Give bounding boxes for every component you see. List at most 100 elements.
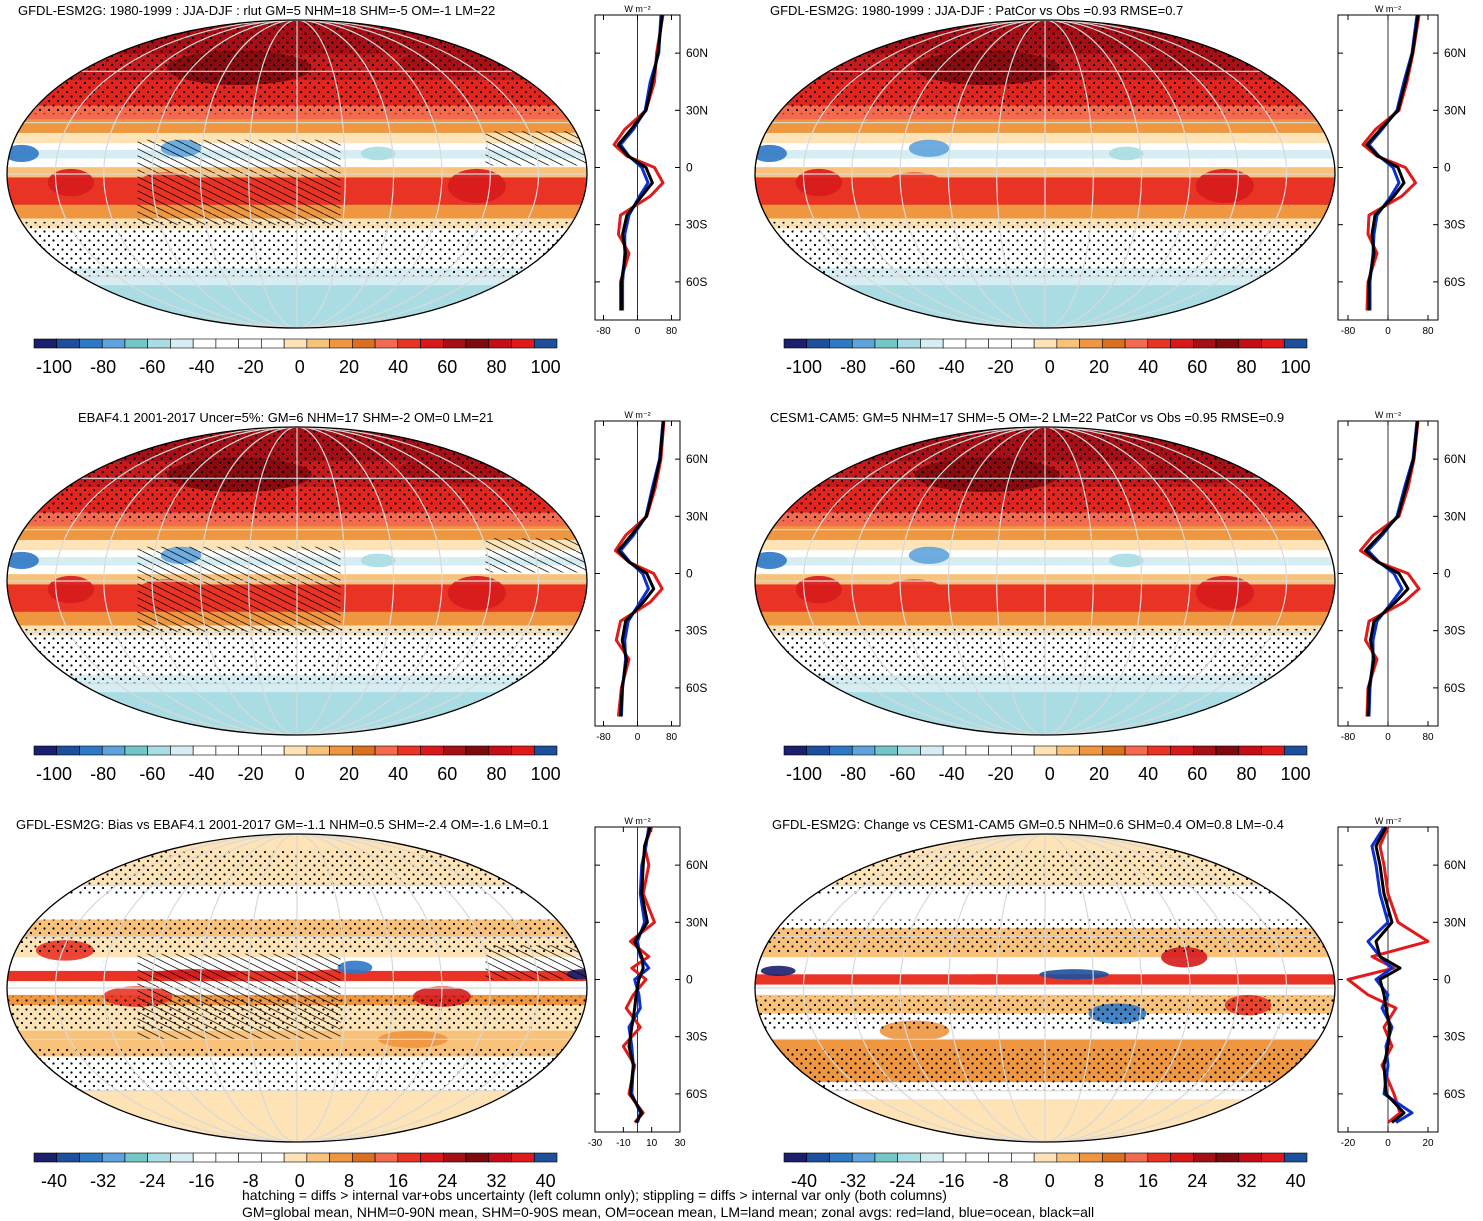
meridian-line — [1044, 427, 1094, 735]
color-blob — [929, 974, 1045, 985]
meridian-line — [899, 427, 1046, 735]
colorbar-label: -80 — [90, 357, 116, 377]
zonal-line-all — [616, 14, 664, 311]
colorbar-swatch — [1124, 745, 1149, 756]
colorbar-swatch — [1056, 745, 1080, 756]
colorbar-swatch — [965, 745, 989, 756]
colorbar-swatch — [397, 338, 421, 349]
hatching — [485, 131, 587, 166]
hatching — [485, 945, 587, 980]
colorbar-label: 100 — [531, 357, 561, 377]
x-tick-label: 80 — [666, 732, 678, 743]
x-tick-label: -80 — [596, 732, 611, 743]
footer-line-1: hatching = diffs > internal var+obs unce… — [242, 1187, 947, 1203]
colorbar-label: 80 — [486, 357, 506, 377]
colorbar-label: 60 — [437, 764, 457, 784]
colorbar-swatch — [215, 338, 239, 349]
zonal-plot-1: W m⁻² 60N 30N 0 30S 60S -80 0 80 — [594, 4, 708, 337]
colorbar-swatch — [33, 338, 58, 349]
colorbar-swatch — [1147, 1152, 1171, 1163]
colorbar-label: 0 — [1045, 1171, 1055, 1191]
color-blob — [337, 960, 373, 975]
meridian-line — [151, 427, 298, 735]
meridian-line — [296, 834, 540, 1142]
map-panel-6 — [754, 833, 1336, 1143]
colorbar-swatch — [443, 745, 467, 756]
colorbar-swatch — [56, 1152, 80, 1163]
zonal-line-all — [1374, 826, 1406, 1124]
lat-label: 60S — [686, 275, 707, 289]
lat-label: 0 — [1444, 567, 1451, 581]
colorbar-label: 80 — [1236, 764, 1256, 784]
colorbar-label: -40 — [188, 764, 214, 784]
colorbar-swatch — [465, 338, 490, 349]
lat-label: 60N — [1444, 46, 1466, 60]
zonal-plot-5: W m⁻² 60N 30N 0 30S 60S -30 -10 10 30 — [588, 816, 708, 1149]
colorbar-label: -20 — [988, 357, 1014, 377]
colorbar-swatch — [1215, 1152, 1240, 1163]
zonal-line-all — [627, 826, 652, 1124]
colorbar-swatch — [1102, 745, 1126, 756]
color-blob — [47, 575, 94, 604]
colorbar-swatch — [101, 338, 126, 349]
colorbar-swatch — [920, 338, 944, 349]
color-blob — [47, 168, 94, 197]
meridian-line — [851, 427, 1046, 735]
colorbar-label: 32 — [486, 1171, 506, 1191]
meridian-line — [296, 20, 443, 328]
color-blob — [760, 965, 796, 977]
meridian-line — [248, 427, 298, 735]
meridian-line — [296, 427, 491, 735]
colorbar-label: -8 — [243, 1171, 259, 1191]
zonal-plot-6: W m⁻² 60N 30N 0 30S 60S -20 0 20 — [1337, 816, 1466, 1149]
color-blob — [7, 551, 39, 570]
lat-label: 30S — [686, 624, 707, 638]
hatching — [137, 546, 341, 633]
colorbar-swatch — [1238, 1152, 1262, 1163]
colorbar-swatch — [942, 1152, 967, 1163]
zonal-plot-2: W m⁻² 60N 30N 0 30S 60S -80 0 80 — [1337, 4, 1466, 337]
meridian-line — [296, 20, 346, 328]
colorbar-label: 0 — [295, 357, 305, 377]
footer-line-2: GM=global mean, NHM=0-90N mean, SHM=0-90… — [242, 1204, 1095, 1220]
map-border — [6, 426, 588, 736]
lat-label: 60S — [686, 681, 707, 695]
meridian-line — [899, 20, 1046, 328]
x-tick-label: 0 — [1385, 1138, 1391, 1149]
colorbar-swatch — [1056, 338, 1080, 349]
lat-label: 0 — [686, 161, 693, 175]
colorbar-swatch — [306, 338, 330, 349]
colorbar-swatch — [192, 745, 217, 756]
colorbar-label: -40 — [188, 357, 214, 377]
colorbar-label: 0 — [295, 764, 305, 784]
colorbar-swatch — [988, 1152, 1012, 1163]
colorbar-swatch — [533, 745, 558, 756]
meridian-line — [296, 427, 540, 735]
colorbar-swatch — [1261, 338, 1285, 349]
colorbar-swatch — [465, 1152, 490, 1163]
meridian-line — [54, 834, 298, 1142]
colorbar-label: -40 — [791, 1171, 817, 1191]
color-blob — [885, 172, 944, 197]
colorbar-swatch — [443, 1152, 467, 1163]
map-panel-3 — [6, 426, 588, 736]
colorbar-swatch — [238, 1152, 262, 1163]
x-tick-label: 10 — [646, 1138, 658, 1149]
units-label: W m⁻² — [1375, 4, 1401, 14]
lat-label: 0 — [1444, 161, 1451, 175]
colorbar-label: 40 — [388, 764, 408, 784]
colorbar-label: -60 — [139, 357, 165, 377]
colorbar-label: 32 — [1236, 1171, 1256, 1191]
hatching — [137, 139, 341, 226]
colorbar-label: 0 — [1045, 357, 1055, 377]
meridian-line — [1044, 834, 1094, 1142]
lat-label: 60N — [1444, 858, 1466, 872]
colorbar-label: 40 — [1286, 1171, 1306, 1191]
meridian-line — [296, 20, 395, 328]
colorbar-swatch — [942, 745, 967, 756]
x-tick-label: 0 — [1385, 732, 1391, 743]
colorbar-swatch — [488, 1152, 512, 1163]
meridian-line — [802, 834, 1046, 1142]
colorbar-label: 0 — [295, 1171, 305, 1191]
colorbar-label: 24 — [1187, 1171, 1207, 1191]
